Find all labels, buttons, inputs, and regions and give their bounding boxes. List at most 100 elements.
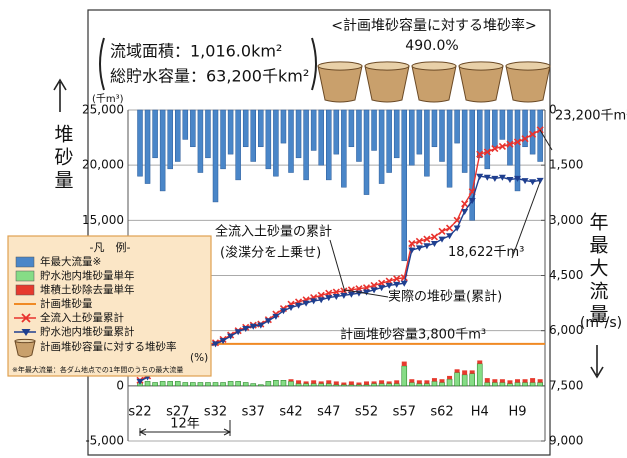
x-tick-label: s47 <box>317 405 340 420</box>
legend-label: 年最大流量※ <box>40 255 101 268</box>
sediment-bar <box>182 382 189 387</box>
value-label: 18,622千m³ <box>448 245 524 260</box>
rate-bucket <box>505 65 551 103</box>
flow-bar <box>144 109 151 184</box>
triangle-marker <box>408 247 416 254</box>
sediment-bar <box>484 382 491 387</box>
down-arrow <box>590 345 604 379</box>
removal-bar <box>522 379 528 383</box>
x-tick-label: H9 <box>508 405 526 420</box>
triangle-marker <box>483 174 491 181</box>
removal-bar <box>499 379 505 383</box>
flow-bar <box>348 109 355 148</box>
sediment-bar <box>537 382 543 387</box>
flow-bar <box>514 109 521 192</box>
x-marker <box>461 200 469 208</box>
rate-bucket <box>14 340 36 358</box>
flow-bar <box>363 109 370 195</box>
sediment-bar <box>476 363 483 387</box>
legend-label: 堆積土砂除去量単年 <box>40 283 135 296</box>
flow-bar <box>424 109 430 177</box>
flow-bar <box>446 109 453 188</box>
flow-bar <box>258 109 264 148</box>
y2-axis-title: 年最大流量 <box>587 212 609 327</box>
flow-bar <box>522 109 528 148</box>
sediment-bar <box>144 381 151 387</box>
flow-bar <box>537 109 543 162</box>
removal-bar <box>447 375 453 380</box>
flow-bar <box>416 109 423 155</box>
triangle-marker <box>446 233 454 240</box>
flow-bar <box>167 109 173 170</box>
x-marker <box>506 140 514 148</box>
flow-bar <box>220 109 226 170</box>
x-tick-label: s37 <box>242 405 265 420</box>
removal-bar <box>454 369 460 373</box>
bracket <box>99 37 317 91</box>
flow-bar <box>175 109 181 162</box>
sediment-bar <box>386 383 392 387</box>
flow-bar <box>401 109 407 262</box>
legend-label: (%) <box>190 352 208 364</box>
sediment-bar <box>348 384 355 387</box>
flow-bar <box>341 109 347 188</box>
bucket-rim <box>458 61 504 71</box>
flow-bar <box>280 109 287 144</box>
triangle-marker <box>227 333 235 340</box>
legend-label: 貯水池内堆砂量単年 <box>40 269 135 282</box>
value-label: 23,200千m³ <box>555 108 627 123</box>
removal-bar <box>439 379 445 383</box>
triangle-marker <box>347 291 355 298</box>
x-marker <box>393 275 401 283</box>
triangle-marker <box>430 241 438 248</box>
sediment-bar <box>288 381 294 387</box>
flow-bar <box>235 109 241 181</box>
rate-bucket <box>411 65 457 103</box>
removal-bar <box>431 378 437 382</box>
legend-swatch <box>15 284 35 296</box>
flow-bar <box>469 109 475 221</box>
triangle-marker <box>287 304 295 311</box>
x-marker <box>498 142 506 150</box>
flow-bar <box>371 109 377 151</box>
legend: -凡 例- 計画堆砂容量に対する堆砂率 (%) ※年最大流量：各ダム地点での1年… <box>7 235 212 377</box>
triangle-marker <box>385 282 393 289</box>
flow-bar <box>477 109 483 159</box>
triangle-marker <box>302 300 310 307</box>
sediment-bar <box>529 382 536 387</box>
removal-bar <box>469 370 475 374</box>
triangle-marker <box>340 292 348 299</box>
x-tick-label: s52 <box>355 405 378 420</box>
flow-bar <box>409 109 415 166</box>
triangle-marker <box>506 177 514 184</box>
sediment-bar <box>235 381 241 387</box>
legend-marker <box>21 329 31 336</box>
sediment-bar <box>401 365 408 387</box>
flow-bar <box>454 109 460 144</box>
flow-bar <box>356 109 362 162</box>
sediment-bar <box>378 383 385 387</box>
x-marker <box>430 233 439 241</box>
triangle-marker <box>363 289 370 296</box>
removal-bar <box>303 381 309 384</box>
removal-bar <box>296 380 302 384</box>
removal-bar <box>356 382 362 385</box>
triangle-marker <box>521 178 529 185</box>
x-marker <box>491 145 499 153</box>
removal-bar <box>288 379 294 382</box>
sediment-bar <box>499 382 506 387</box>
flow-bar <box>205 109 211 159</box>
sediment-bar <box>197 382 204 387</box>
triangle-marker <box>529 179 537 186</box>
flow-bar <box>137 109 143 177</box>
triangle-marker <box>249 323 257 330</box>
x-tick-label: s22 <box>128 405 151 420</box>
triangle-marker <box>438 236 446 243</box>
x-tick-label: H4 <box>471 405 489 420</box>
flow-bar <box>378 109 385 184</box>
y-tick-label: 20,000 <box>82 158 124 172</box>
flow-bar <box>386 109 392 173</box>
flow-bar <box>393 109 400 159</box>
triangle-marker <box>325 295 333 302</box>
flow-bar <box>159 109 166 192</box>
